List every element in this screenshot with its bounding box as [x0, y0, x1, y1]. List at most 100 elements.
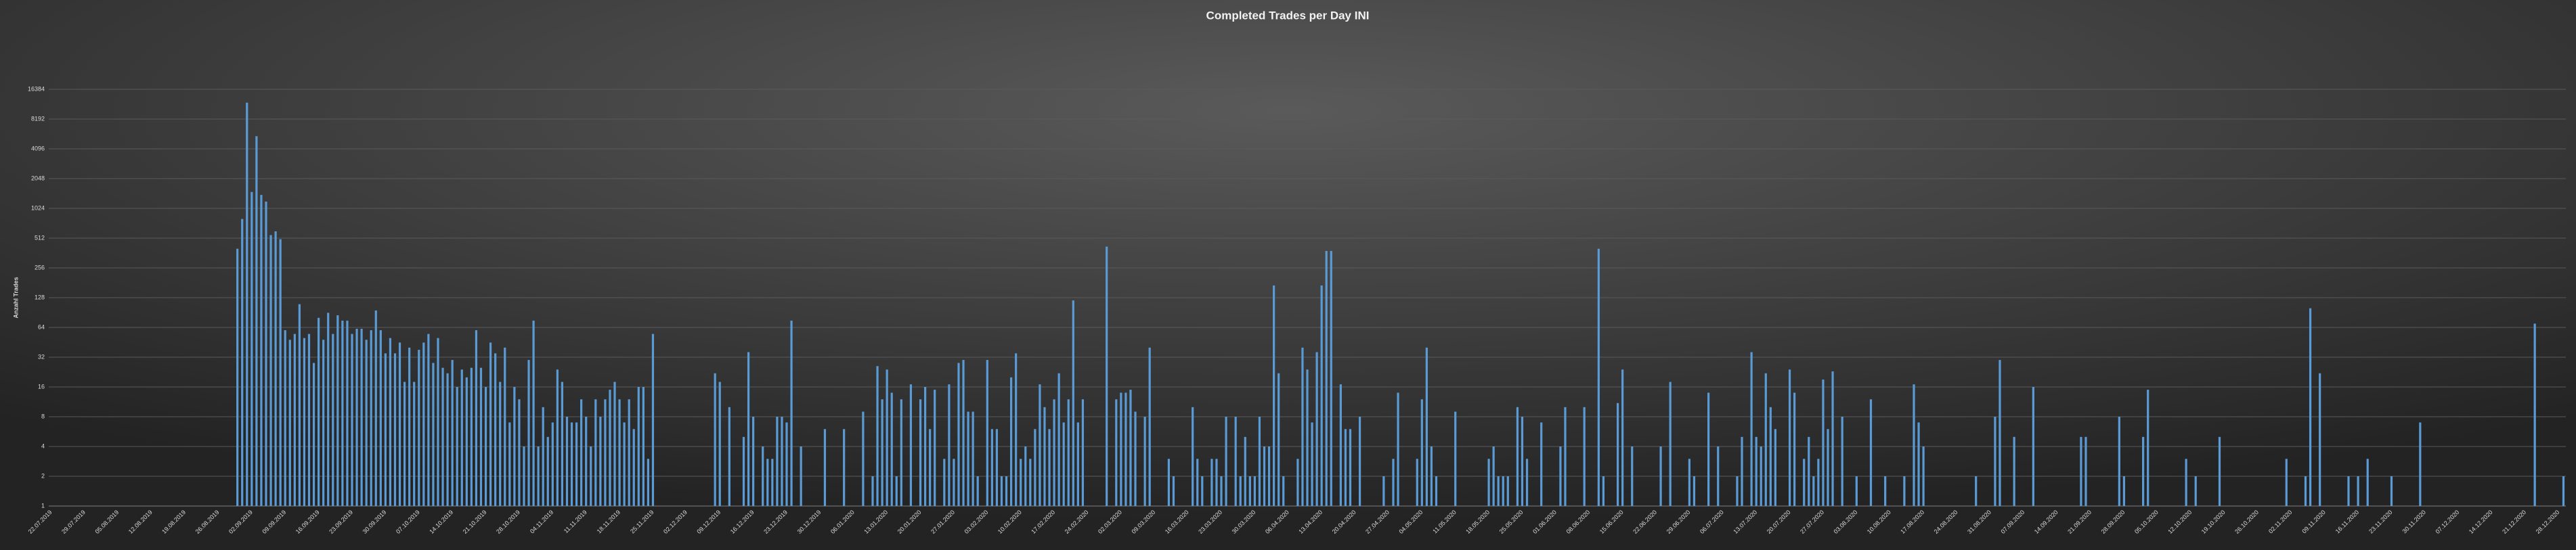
- bar: [1487, 459, 1490, 506]
- bar: [1225, 417, 1227, 506]
- bar: [1359, 417, 1361, 506]
- bar: [1869, 399, 1873, 506]
- bar: [1167, 459, 1171, 506]
- bar: [800, 446, 802, 506]
- bar: [953, 459, 955, 506]
- bar: [1009, 377, 1013, 506]
- bar: [871, 476, 874, 506]
- bar: [2013, 436, 2015, 506]
- bar: [1048, 429, 1051, 506]
- bar: [542, 407, 544, 506]
- bar: [1315, 352, 1318, 506]
- bar: [427, 334, 430, 506]
- bar: [2194, 476, 2197, 506]
- bar: [1540, 422, 1543, 506]
- bar: [1922, 446, 1925, 506]
- bar: [418, 350, 420, 506]
- bar: [1616, 403, 1619, 506]
- bar: [370, 330, 372, 506]
- bar: [1999, 360, 2001, 506]
- bar: [580, 399, 583, 506]
- bar: [1244, 436, 1246, 506]
- bar: [1273, 285, 1275, 506]
- bar: [1106, 246, 1108, 506]
- bar: [1320, 285, 1323, 506]
- bar: [1559, 446, 1562, 506]
- bar: [2309, 308, 2312, 506]
- bar: [269, 235, 272, 506]
- bar: [1416, 459, 1418, 506]
- bar: [1774, 429, 1776, 506]
- bar: [422, 342, 425, 506]
- bar: [1382, 476, 1385, 506]
- bar: [1020, 459, 1022, 506]
- bar: [1808, 436, 1810, 506]
- bar: [1454, 411, 1457, 506]
- bar: [379, 330, 382, 506]
- bar: [1015, 353, 1018, 506]
- bar: [781, 417, 783, 506]
- bar: [752, 417, 755, 506]
- bar: [948, 384, 951, 506]
- bar: [623, 422, 626, 506]
- bar: [1125, 392, 1127, 506]
- bar: [886, 369, 888, 506]
- bar: [628, 399, 630, 506]
- bar: [374, 310, 377, 506]
- bar: [1506, 476, 1509, 506]
- bar: [967, 411, 969, 506]
- bar: [1736, 476, 1739, 506]
- bar: [393, 353, 397, 506]
- bar: [1497, 476, 1500, 506]
- bar: [570, 422, 573, 506]
- bar: [561, 382, 564, 506]
- bar: [995, 429, 999, 506]
- bar: [1688, 459, 1691, 506]
- bar: [762, 446, 764, 506]
- bar: [1903, 476, 1906, 506]
- bar: [565, 417, 569, 506]
- bar: [647, 459, 650, 506]
- bar: [1029, 459, 1032, 506]
- bar: [1306, 369, 1309, 506]
- bar: [2357, 476, 2359, 506]
- bar: [2390, 476, 2393, 506]
- bar: [250, 191, 253, 506]
- bar: [365, 340, 368, 506]
- bar: [307, 334, 311, 506]
- bar: [1631, 446, 1634, 506]
- bar: [489, 342, 492, 506]
- y-tick-label: 4: [41, 442, 45, 449]
- bar: [1621, 369, 1624, 506]
- bar: [1282, 476, 1285, 506]
- bar: [279, 239, 282, 506]
- bar: [318, 317, 320, 506]
- bar: [1397, 392, 1399, 506]
- y-tick-label: 128: [35, 294, 45, 300]
- bar: [298, 304, 301, 506]
- y-tick-label: 1024: [31, 204, 45, 211]
- bar: [2366, 459, 2369, 506]
- bar: [843, 429, 846, 506]
- bar: [1115, 399, 1118, 506]
- bar: [976, 476, 979, 506]
- bar: [441, 367, 444, 506]
- bar: [470, 367, 473, 506]
- bar: [1707, 392, 1710, 506]
- y-tick-label: 64: [38, 323, 45, 330]
- bar: [1831, 371, 1834, 506]
- bar: [265, 201, 267, 506]
- bar: [1148, 347, 1151, 506]
- bar: [890, 392, 893, 506]
- bar: [351, 334, 353, 506]
- bar: [771, 459, 774, 506]
- bar: [895, 476, 898, 506]
- bar: [790, 320, 793, 506]
- bar: [1267, 446, 1271, 506]
- bar: [1263, 446, 1266, 506]
- bar: [332, 334, 334, 506]
- bar: [923, 387, 927, 506]
- bar: [990, 429, 993, 506]
- bar: [651, 334, 655, 506]
